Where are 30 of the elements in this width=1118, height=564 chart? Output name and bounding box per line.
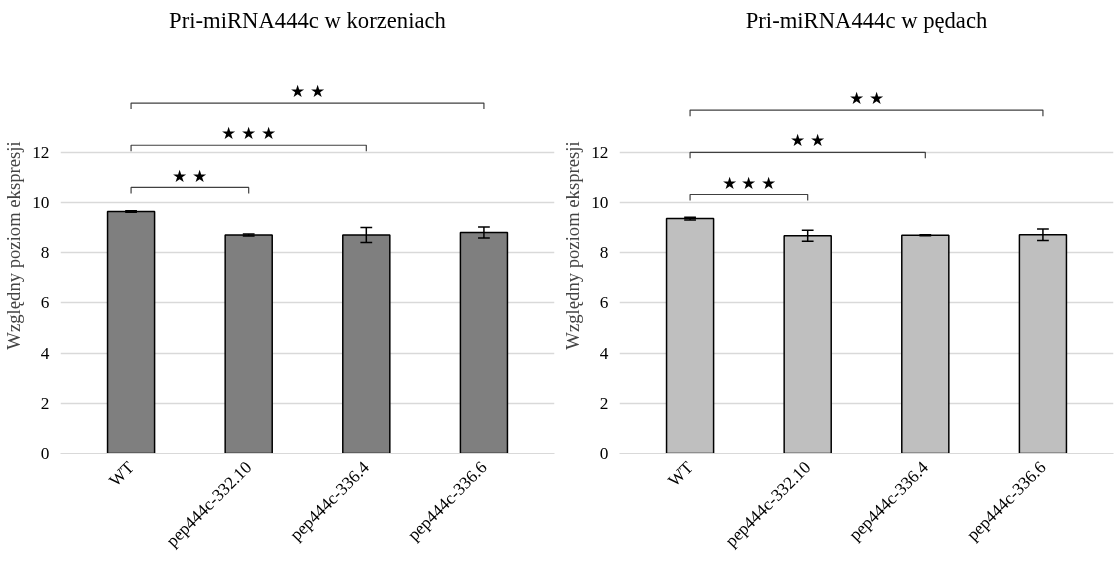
text: ★ ★ <box>849 88 884 109</box>
x-tick-label: WT <box>664 457 698 491</box>
y-axis-title: Względny poziom ekspresji <box>3 141 25 350</box>
bar <box>901 234 950 454</box>
y-tick-label: 10 <box>591 192 609 212</box>
annotation: ★ ★ <box>172 165 208 186</box>
y-tick-label: 8 <box>599 243 609 263</box>
y-tick-label: 2 <box>599 393 609 413</box>
chart-title: Pri-miRNA444c w pędach <box>745 7 988 33</box>
y-tick-label: 4 <box>599 343 609 363</box>
y-tick-label: 2 <box>40 393 50 413</box>
bar <box>783 234 832 454</box>
y-tick-label: 6 <box>40 293 50 313</box>
x-tick-label: WT <box>105 457 139 491</box>
bar <box>1018 233 1068 454</box>
y-tick-label: 4 <box>40 343 50 363</box>
text: ★ ★ <box>790 130 826 151</box>
chart-title: Pri-miRNA444c w korzeniach <box>169 7 447 33</box>
annotation: ★ ★ ★ <box>721 172 777 193</box>
text: ★ ★ <box>290 81 325 102</box>
y-tick-label: 6 <box>599 293 609 313</box>
text: ★ ★ ★ <box>221 123 277 144</box>
y-tick-label: 12 <box>32 142 50 162</box>
bar <box>665 217 715 454</box>
y-tick-label: 10 <box>32 192 50 212</box>
y-axis-title: Względny poziom ekspresji <box>562 141 584 350</box>
y-tick-label: 8 <box>40 243 50 263</box>
y-tick-label: 0 <box>40 444 50 463</box>
y-tick-label: 0 <box>599 444 609 463</box>
y-tick-label: 12 <box>591 142 609 162</box>
